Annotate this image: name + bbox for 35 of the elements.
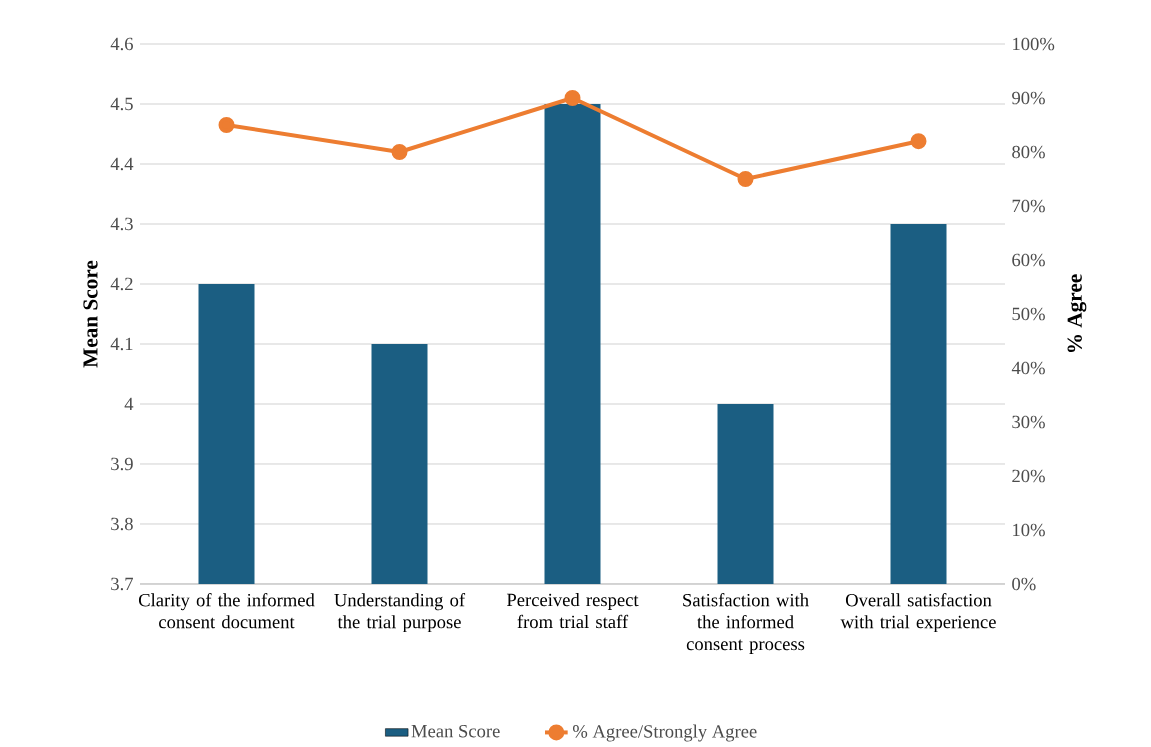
point <box>391 143 408 160</box>
y-axis-title: Mean Score <box>83 260 98 368</box>
point <box>737 170 754 187</box>
y-tick-label: 3.9 <box>111 457 133 471</box>
y-tick-label: 4.1 <box>110 337 133 351</box>
point <box>564 89 581 106</box>
x-tick-label: Overall satisfaction with trial experience <box>840 593 996 633</box>
y2-tick-label: 70% <box>1012 199 1045 213</box>
x-tick-label: Clarity of the informed consent document <box>138 593 315 629</box>
y2-tick-label: 20% <box>1012 469 1045 483</box>
y2-tick-label: 10% <box>1013 523 1045 537</box>
y2-tick-label: 40% <box>1011 361 1045 375</box>
y-tick-label: 4.3 <box>110 217 133 231</box>
y2-tick-label: 80% <box>1012 145 1045 159</box>
point <box>218 116 235 133</box>
y2-tick-label: 0% <box>1012 577 1036 591</box>
y-tick-label: 3.7 <box>111 577 134 591</box>
legend-label: % Agree/Strongly Agree <box>572 724 757 742</box>
y2-tick-label: 50% <box>1012 307 1045 321</box>
y2-tick-label: 100% <box>1013 37 1055 51</box>
point <box>910 133 927 150</box>
y-tick-label: 3.8 <box>111 517 133 531</box>
y-tick-label: 4.2 <box>110 277 133 291</box>
y2-tick-label: 90% <box>1012 91 1045 105</box>
legend-label: Mean Score <box>411 724 500 738</box>
x-tick-label: Understanding of the trial purpose <box>334 593 466 633</box>
y2-tick-label: 30% <box>1012 415 1045 429</box>
x-tick-label: Perceived respect from trial staff <box>506 593 639 629</box>
y2-axis-title: % Agree <box>1067 274 1087 353</box>
y-tick-label: 4.5 <box>110 97 133 111</box>
y-tick-label: 4.4 <box>110 157 134 171</box>
x-tick-label: Satisfaction with the informed consent process <box>683 593 809 655</box>
y2-tick-label: 60% <box>1012 253 1045 267</box>
y-tick-label: 4 <box>124 397 134 411</box>
y-tick-label: 4.6 <box>110 37 133 51</box>
